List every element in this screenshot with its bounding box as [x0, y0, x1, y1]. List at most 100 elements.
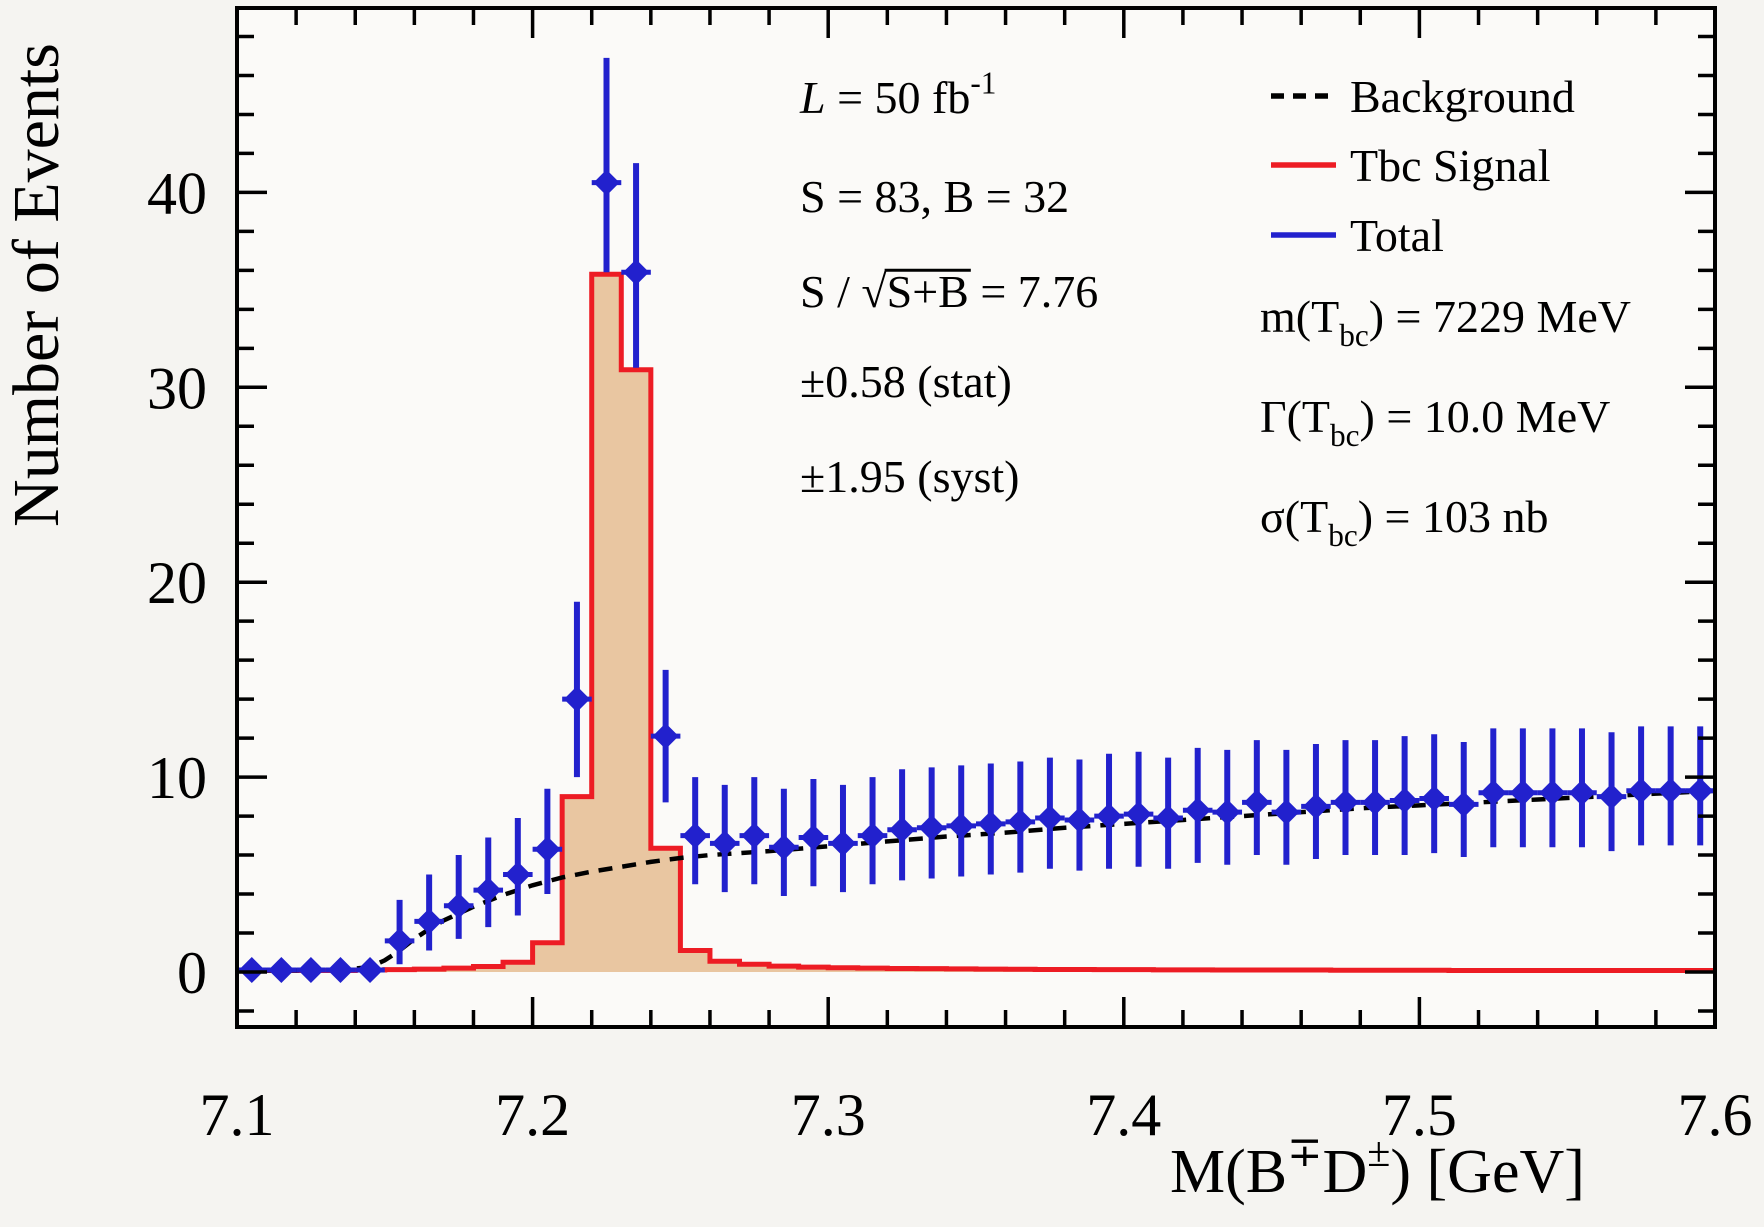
stat-mass: m(Tbc) = 7229 MeV — [1260, 291, 1631, 353]
data-point — [503, 818, 533, 916]
y-tick-label: 20 — [147, 550, 207, 616]
data-point — [355, 957, 385, 984]
data-point — [1242, 740, 1272, 856]
legend-entry: Tbc Signal — [1271, 140, 1551, 191]
plot-area — [237, 8, 1715, 1027]
y-axis-title: Number of Events — [0, 43, 73, 527]
data-point — [1094, 753, 1124, 869]
diamond-marker — [445, 892, 472, 919]
axes — [235, 6, 1717, 1029]
diamond-marker — [1036, 805, 1063, 832]
legend-entry: Total — [1271, 210, 1444, 261]
diamond-marker — [829, 830, 856, 857]
y-tick-label: 40 — [147, 160, 207, 226]
stat-cross-section: σ(Tbc) = 103 nb — [1260, 491, 1549, 553]
data-point — [473, 837, 504, 928]
diamond-marker — [268, 957, 295, 984]
data-point — [739, 777, 770, 885]
data-point — [1064, 759, 1095, 871]
data-point — [1153, 757, 1183, 869]
data-point — [1330, 740, 1361, 856]
data-point — [857, 777, 888, 885]
diamond-marker — [889, 816, 916, 843]
data-point — [1271, 749, 1302, 865]
diamond-marker — [327, 957, 354, 984]
diamond-marker — [1125, 801, 1152, 828]
diamond-marker — [297, 957, 324, 984]
x-tick-label: 7.1 — [200, 1082, 275, 1148]
diamond-marker — [1628, 777, 1655, 804]
data-point — [1005, 761, 1036, 873]
diamond-marker — [357, 957, 384, 984]
data-point — [1419, 734, 1449, 854]
diamond-marker — [1214, 799, 1241, 826]
diamond-marker — [1243, 789, 1270, 816]
signal-fill — [237, 274, 1715, 972]
data-point — [591, 57, 622, 273]
diamond-marker — [977, 810, 1004, 837]
signal-histogram — [237, 271, 1715, 973]
diamond-marker — [1391, 787, 1418, 814]
diamond-marker — [1184, 797, 1211, 824]
data-point — [1182, 747, 1213, 863]
data-point — [1123, 751, 1154, 867]
diamond-marker — [1421, 785, 1448, 812]
data-point — [1537, 728, 1568, 848]
diamond-marker — [1480, 779, 1507, 806]
x-tick-label: 7.6 — [1678, 1082, 1753, 1148]
x-axis-title: M(B∓D±) [GeV] — [1170, 1129, 1585, 1206]
diamond-marker — [1509, 779, 1536, 806]
data-point — [769, 788, 799, 896]
total-data-points — [237, 57, 1715, 984]
x-tick-label: 7.5 — [1382, 1082, 1457, 1148]
legend-label: Tbc Signal — [1350, 140, 1551, 191]
data-point — [798, 779, 829, 887]
data-point — [976, 763, 1006, 875]
diamond-marker — [534, 836, 561, 863]
diamond-marker — [1539, 779, 1566, 806]
diamond-marker — [475, 877, 502, 904]
data-point — [296, 957, 326, 984]
data-point — [916, 767, 947, 879]
diamond-marker — [741, 822, 768, 849]
data-point — [709, 784, 740, 893]
y-tick-label: 30 — [147, 355, 207, 421]
diamond-marker — [1007, 808, 1034, 835]
x-tick-label: 7.2 — [495, 1082, 570, 1148]
data-point — [1212, 749, 1243, 865]
y-tick-label: 10 — [147, 745, 207, 811]
data-point — [621, 163, 651, 368]
diamond-marker — [652, 723, 679, 750]
diamond-marker — [1273, 799, 1300, 826]
diamond-marker — [918, 814, 945, 841]
stat-stat-error: ±0.58 (stat) — [800, 356, 1012, 407]
legend-label: Total — [1350, 210, 1444, 261]
diamond-marker — [1450, 791, 1477, 818]
data-point — [443, 855, 474, 939]
data-point — [1508, 728, 1538, 848]
diamond-marker — [711, 830, 738, 857]
diamond-marker — [1302, 793, 1329, 820]
signal-outline — [237, 271, 1715, 973]
diamond-marker — [770, 834, 797, 861]
data-point — [1567, 728, 1597, 848]
diamond-marker — [682, 822, 709, 849]
stat-significance: S / √S+B = 7.76 — [800, 266, 1098, 317]
diamond-marker — [1332, 789, 1359, 816]
stat-width: Γ(Tbc) = 10.0 MeV — [1260, 391, 1610, 453]
diamond-marker — [238, 957, 265, 984]
data-point — [887, 769, 917, 881]
stats-annotations: L = 50 fb-1 S = 83, B = 32 S / √S+B = 7.76… — [799, 66, 1631, 553]
diamond-marker — [593, 169, 620, 196]
data-point — [1035, 757, 1065, 869]
plot-frame — [235, 6, 1717, 1029]
data-point — [562, 601, 592, 778]
data-point — [1478, 728, 1509, 848]
data-point — [1685, 726, 1715, 846]
diamond-marker — [386, 927, 413, 954]
x-tick-label: 7.3 — [791, 1082, 866, 1148]
diamond-marker — [623, 259, 650, 286]
diamond-marker — [1687, 777, 1714, 804]
